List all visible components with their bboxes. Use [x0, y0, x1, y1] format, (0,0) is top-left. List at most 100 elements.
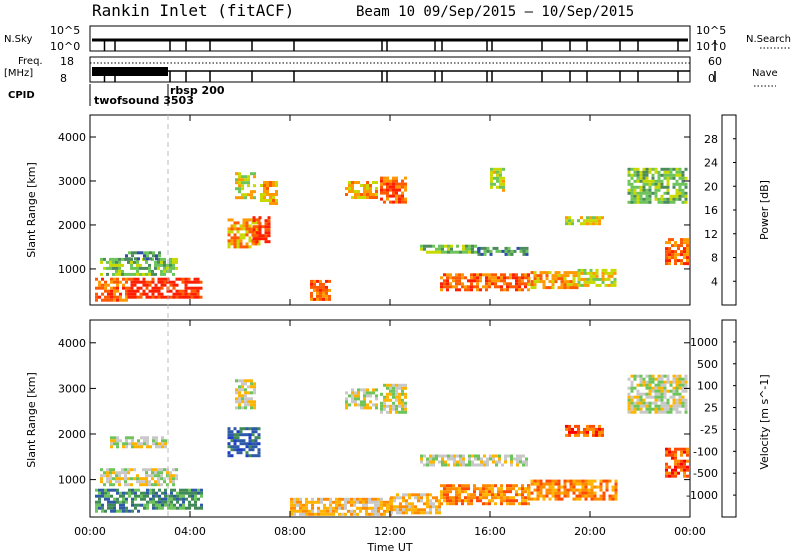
velocity-cell — [241, 406, 244, 410]
cpid-label: CPID — [8, 90, 35, 101]
power-cell — [580, 268, 584, 272]
velocity-cell — [401, 401, 404, 405]
velocity-cell — [500, 502, 503, 506]
velocity-cell — [630, 389, 634, 393]
velocity-cell — [657, 410, 661, 414]
velocity-cell — [674, 447, 677, 451]
power-cell — [491, 282, 494, 286]
power-cell — [257, 218, 261, 222]
velocity-cell — [134, 442, 137, 446]
velocity-cell — [568, 427, 571, 431]
power-cell — [383, 176, 386, 180]
power-cell — [648, 182, 652, 186]
power-cell — [666, 182, 670, 186]
velocity-colorbar-tick-label: 100 — [697, 380, 718, 393]
velocity-cell — [251, 427, 255, 431]
velocity-cell — [500, 499, 503, 503]
power-cell — [125, 295, 128, 299]
power-cell — [572, 286, 576, 290]
velocity-cell — [131, 503, 134, 507]
power-cell — [476, 273, 479, 277]
velocity-cell — [137, 445, 140, 449]
power-cell — [680, 250, 683, 254]
velocity-cell — [459, 457, 462, 461]
power-cell — [452, 285, 455, 289]
velocity-cell — [417, 508, 420, 512]
power-cell — [681, 170, 685, 174]
power-cell — [110, 286, 113, 290]
power-cell — [354, 193, 357, 196]
velocity-cell — [599, 482, 603, 486]
velocity-cell — [583, 427, 586, 431]
velocity-cell — [253, 406, 256, 410]
power-cell — [95, 292, 98, 296]
power-cell — [613, 283, 617, 287]
power-cell — [645, 173, 649, 177]
velocity-cell — [512, 499, 515, 503]
power-cell — [446, 279, 449, 283]
velocity-cell — [119, 509, 122, 513]
power-cell — [583, 271, 587, 275]
velocity-cell — [563, 482, 567, 486]
power-cell — [577, 268, 581, 272]
velocity-cell — [227, 445, 231, 449]
power-cell — [395, 200, 398, 204]
power-cell — [230, 239, 234, 243]
velocity-colorbar-tick-label: -100 — [693, 445, 718, 458]
velocity-cell — [154, 474, 157, 478]
velocity-cell — [468, 454, 471, 458]
power-cell — [610, 283, 614, 287]
power-cell — [499, 179, 502, 183]
velocity-cell — [244, 382, 247, 386]
power-cell — [610, 280, 614, 284]
power-cell — [319, 288, 322, 292]
velocity-cell — [98, 503, 101, 507]
power-cell — [488, 276, 491, 280]
power-cell — [248, 236, 252, 240]
velocity-cell — [611, 494, 615, 498]
power-cell — [666, 170, 670, 174]
velocity-cell — [345, 391, 348, 395]
velocity-cell — [311, 509, 314, 513]
velocity-cell — [675, 374, 679, 378]
velocity-cell — [551, 482, 555, 486]
velocity-cell — [125, 436, 128, 440]
velocity-cell — [500, 496, 503, 500]
power-cell — [263, 196, 266, 199]
velocity-cell — [101, 506, 104, 510]
power-cell — [139, 286, 143, 290]
power-cell — [369, 196, 372, 199]
power-cell — [480, 252, 484, 256]
power-cell — [663, 197, 667, 201]
velocity-cell — [684, 401, 688, 405]
velocity-cell — [374, 497, 377, 501]
velocity-cell — [456, 454, 459, 458]
power-cell — [154, 260, 157, 264]
velocity-cell — [392, 395, 395, 399]
velocity-cell — [104, 509, 107, 513]
velocity-cell — [587, 488, 591, 492]
power-cell — [184, 286, 188, 290]
power-cell — [519, 249, 523, 253]
power-cell — [253, 172, 256, 176]
power-cell — [610, 274, 614, 278]
velocity-cell — [107, 497, 110, 501]
velocity-cell — [669, 407, 673, 411]
velocity-cell — [143, 503, 146, 507]
velocity-cell — [614, 494, 618, 498]
velocity-cell — [354, 394, 357, 398]
power-cell — [238, 187, 241, 191]
velocity-cell — [447, 457, 450, 461]
velocity-cell — [235, 400, 238, 404]
power-cell — [172, 257, 175, 261]
velocity-cell — [551, 494, 555, 498]
velocity-cell — [614, 497, 618, 501]
velocity-cell — [684, 374, 688, 378]
power-cell — [136, 286, 140, 290]
velocity-cell — [627, 407, 631, 411]
velocity-cell — [518, 502, 521, 506]
velocity-cell — [145, 468, 148, 472]
power-cell — [251, 230, 255, 234]
power-cell — [258, 216, 262, 220]
velocity-cell — [380, 404, 383, 408]
